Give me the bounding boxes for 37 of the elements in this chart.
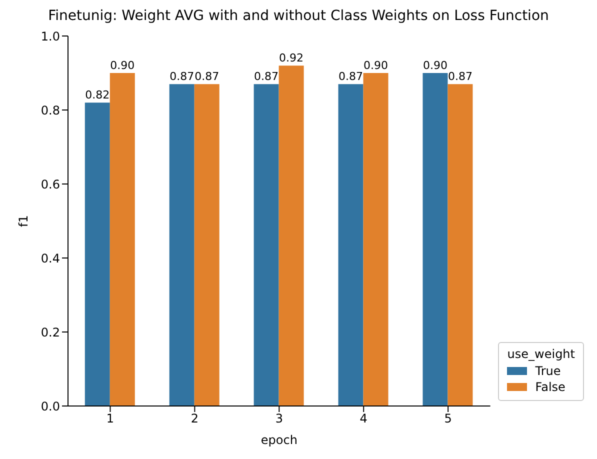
- x-tick-label: 3: [275, 412, 283, 426]
- bar: [110, 73, 135, 406]
- y-axis-title: f1: [16, 215, 30, 227]
- data-label: 0.90: [364, 59, 388, 72]
- bar: [422, 73, 448, 406]
- y-tick-label: 0.0: [40, 399, 60, 414]
- data-label: 0.90: [110, 59, 135, 72]
- x-axis-title: epoch: [260, 433, 298, 447]
- y-tick-label: 0.2: [40, 325, 60, 340]
- data-label: 0.87: [448, 70, 472, 84]
- bar: [278, 66, 304, 406]
- y-tick-label: 0.4: [40, 251, 60, 266]
- x-tick-label: 5: [444, 412, 452, 426]
- y-tick-label: 1.0: [40, 29, 60, 44]
- data-label: 0.87: [194, 70, 220, 84]
- data-label: 0.92: [279, 52, 304, 65]
- x-tick-label: 2: [190, 412, 199, 426]
- x-tick-label: 1: [106, 412, 114, 426]
- data-label: 0.87: [170, 70, 194, 84]
- y-tick-label: 0.6: [40, 177, 60, 192]
- bar: [363, 73, 388, 406]
- data-label: 0.82: [85, 88, 110, 102]
- bar: [338, 84, 364, 406]
- y-tick-label: 0.8: [40, 103, 60, 118]
- bar: [194, 84, 220, 406]
- data-label: 0.87: [338, 70, 364, 84]
- legend-label: False: [535, 380, 566, 394]
- bar: [84, 102, 110, 406]
- legend-label: True: [535, 364, 561, 378]
- bar: [448, 84, 473, 406]
- x-tick-label: 4: [360, 412, 368, 426]
- data-label: 0.87: [254, 70, 279, 84]
- bar: [169, 84, 194, 406]
- chart-title: Finetunig: Weight AVG with and without Class Weights on Loss Function: [47, 8, 550, 24]
- data-label: 0.90: [422, 59, 448, 72]
- bar: [254, 84, 279, 406]
- legend-title: use_weight: [507, 347, 575, 361]
